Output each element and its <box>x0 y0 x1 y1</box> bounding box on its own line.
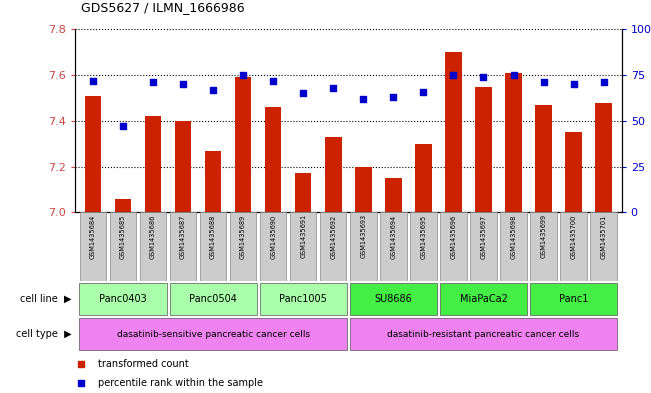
Text: dasatinib-sensitive pancreatic cancer cells: dasatinib-sensitive pancreatic cancer ce… <box>117 330 310 338</box>
Bar <box>79 283 167 314</box>
Text: GSM1435687: GSM1435687 <box>180 214 186 259</box>
Bar <box>320 212 346 281</box>
Bar <box>79 318 347 350</box>
Point <box>238 72 248 78</box>
Bar <box>440 283 527 314</box>
Bar <box>350 318 617 350</box>
Bar <box>170 212 196 281</box>
Bar <box>505 73 522 212</box>
Bar <box>265 107 281 212</box>
Point <box>568 81 579 88</box>
Bar <box>260 283 347 314</box>
Bar <box>590 212 617 281</box>
Point <box>118 123 128 129</box>
Text: GSM1435698: GSM1435698 <box>510 214 516 259</box>
Bar <box>561 212 587 281</box>
Point <box>418 88 428 95</box>
Text: GSM1435701: GSM1435701 <box>601 214 607 259</box>
Bar <box>470 212 497 281</box>
Bar <box>475 86 492 212</box>
Text: dasatinib-resistant pancreatic cancer cells: dasatinib-resistant pancreatic cancer ce… <box>387 330 579 338</box>
Point <box>88 77 98 84</box>
Bar <box>85 96 101 212</box>
Text: GSM1435689: GSM1435689 <box>240 214 246 259</box>
Bar <box>350 212 376 281</box>
Text: cell line  ▶: cell line ▶ <box>20 294 72 304</box>
Point <box>208 86 218 93</box>
Text: GSM1435695: GSM1435695 <box>421 214 426 259</box>
Bar <box>169 283 256 314</box>
Text: GSM1435685: GSM1435685 <box>120 214 126 259</box>
Point <box>76 360 87 367</box>
Point <box>449 72 459 78</box>
Text: GSM1435700: GSM1435700 <box>571 214 577 259</box>
Point <box>328 85 339 91</box>
Bar <box>79 212 106 281</box>
Text: GSM1435686: GSM1435686 <box>150 214 156 259</box>
Text: GSM1435696: GSM1435696 <box>450 214 456 259</box>
Point <box>178 81 188 88</box>
Bar <box>355 167 372 212</box>
Bar <box>596 103 612 212</box>
Text: GSM1435699: GSM1435699 <box>540 214 547 259</box>
Bar <box>260 212 286 281</box>
Bar <box>415 144 432 212</box>
Bar <box>531 212 557 281</box>
Point <box>76 380 87 386</box>
Bar <box>385 178 402 212</box>
Bar <box>290 212 316 281</box>
Bar <box>380 212 407 281</box>
Point <box>298 90 309 97</box>
Bar <box>174 121 191 212</box>
Bar <box>350 283 437 314</box>
Bar <box>440 212 467 281</box>
Text: transformed count: transformed count <box>98 358 189 369</box>
Bar <box>295 173 311 212</box>
Bar <box>140 212 166 281</box>
Bar <box>325 137 342 212</box>
Text: GSM1435692: GSM1435692 <box>330 214 337 259</box>
Text: GSM1435688: GSM1435688 <box>210 214 216 259</box>
Bar <box>535 105 552 212</box>
Text: SU8686: SU8686 <box>374 294 412 304</box>
Bar <box>200 212 227 281</box>
Bar <box>115 198 132 212</box>
Text: MiaPaCa2: MiaPaCa2 <box>460 294 507 304</box>
Text: Panc1: Panc1 <box>559 294 589 304</box>
Point <box>598 79 609 86</box>
Point <box>358 96 368 102</box>
Point <box>478 74 489 80</box>
Text: GSM1435694: GSM1435694 <box>391 214 396 259</box>
Text: GDS5627 / ILMN_1666986: GDS5627 / ILMN_1666986 <box>81 1 245 14</box>
Point <box>268 77 279 84</box>
Point <box>538 79 549 86</box>
Text: GSM1435684: GSM1435684 <box>90 214 96 259</box>
Bar <box>501 212 527 281</box>
Bar <box>230 212 256 281</box>
Text: cell type  ▶: cell type ▶ <box>16 329 72 339</box>
Bar <box>235 77 251 212</box>
Text: Panc0504: Panc0504 <box>189 294 237 304</box>
Bar <box>565 132 582 212</box>
Bar <box>530 283 617 314</box>
Text: GSM1435691: GSM1435691 <box>300 214 306 259</box>
Bar <box>145 116 161 212</box>
Point <box>148 79 158 86</box>
Bar <box>110 212 136 281</box>
Point <box>388 94 398 100</box>
Text: Panc0403: Panc0403 <box>99 294 147 304</box>
Point <box>508 72 519 78</box>
Text: GSM1435690: GSM1435690 <box>270 214 276 259</box>
Text: Panc1005: Panc1005 <box>279 294 327 304</box>
Text: GSM1435697: GSM1435697 <box>480 214 486 259</box>
Bar <box>205 151 221 212</box>
Text: percentile rank within the sample: percentile rank within the sample <box>98 378 263 388</box>
Text: GSM1435693: GSM1435693 <box>360 214 367 259</box>
Bar <box>410 212 437 281</box>
Bar <box>445 52 462 212</box>
